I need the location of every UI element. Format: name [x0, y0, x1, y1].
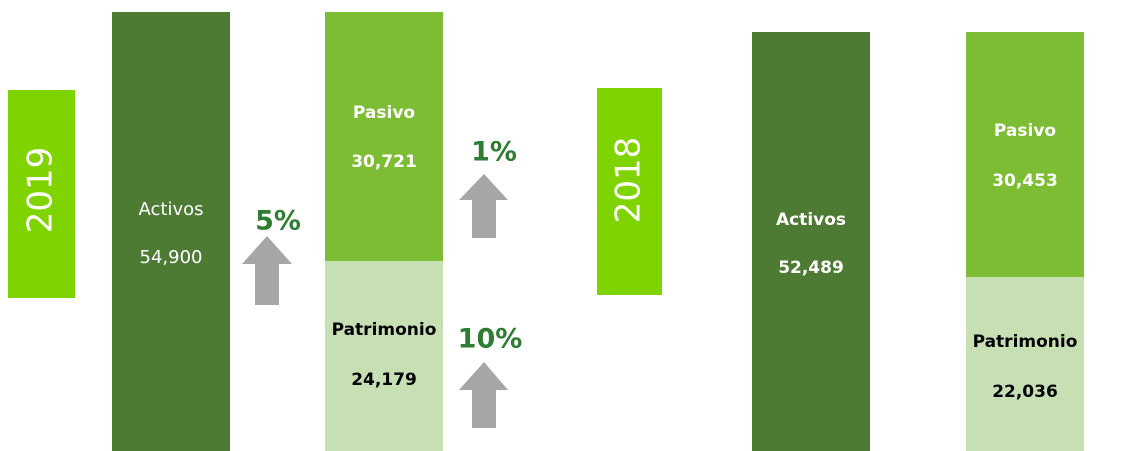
pasivo-bar [325, 12, 443, 261]
growth-activos: 5% [255, 206, 301, 237]
activos-bar [112, 12, 230, 451]
year-label: 2018 [609, 137, 649, 224]
pasivo-bar [966, 32, 1084, 277]
up-arrow [242, 236, 292, 305]
year-label: 2019 [21, 147, 61, 234]
activos-bar [752, 32, 870, 451]
patrimonio-value: 24,179 [351, 370, 417, 390]
activos-value: 54,900 [140, 247, 203, 268]
year-badge [8, 90, 75, 298]
activos-value: 52,489 [778, 258, 844, 278]
patrimonio-label: Patrimonio [332, 320, 437, 340]
pasivo-label: Pasivo [353, 103, 415, 123]
patrimonio-bar [325, 261, 443, 451]
growth-pasivo: 1% [471, 137, 517, 168]
growth-patrimonio: 10% [458, 324, 523, 355]
pasivo-value: 30,453 [992, 171, 1058, 191]
pasivo-label: Pasivo [994, 121, 1056, 141]
activos-label: Activos [776, 210, 846, 230]
activos-label: Activos [139, 199, 204, 220]
up-arrow [459, 362, 508, 428]
patrimonio-value: 22,036 [992, 382, 1058, 402]
patrimonio-label: Patrimonio [973, 332, 1078, 352]
pasivo-value: 30,721 [351, 152, 417, 172]
patrimonio-bar [966, 277, 1084, 451]
year-badge [597, 88, 662, 295]
up-arrow [459, 174, 508, 238]
